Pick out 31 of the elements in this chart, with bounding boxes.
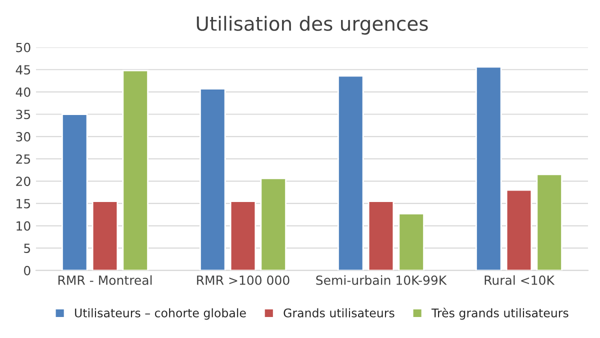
y-tick-label: 50 [16,42,30,52]
bar [536,174,562,270]
bar [62,114,88,270]
x-tick-label: Rural <10K [484,275,555,285]
bar [506,189,532,270]
bar [230,200,256,270]
y-tick-label: 0 [24,266,30,276]
y-tick-label: 20 [16,176,30,186]
bar [260,178,286,270]
chart-title: Utilisation des urgences [196,16,428,35]
y-tick-label: 15 [16,199,30,208]
y-tick-label: 30 [16,132,30,142]
legend-label: Utilisateurs – cohorte globale [75,308,246,320]
x-tick-label: Semi-urbain 10K-99K [316,275,447,285]
legend-label: Très grands utilisateurs [431,308,568,320]
bar [368,200,394,270]
bar [476,66,502,270]
bar [92,200,118,270]
bar [200,88,226,270]
y-tick-label: 40 [16,87,30,97]
y-tick-label: 10 [16,221,30,231]
x-tick-label: RMR >100 000 [197,275,290,285]
bar [398,213,424,270]
y-tick-label: 25 [16,154,30,164]
legend-label: Grands utilisateurs [284,308,394,318]
y-tick-label: 35 [16,110,30,120]
bar [338,75,364,270]
y-tick-label: 45 [16,65,30,75]
x-tick-label: RMR - Montreal [58,275,152,285]
bar [122,70,148,270]
y-tick-label: 5 [24,244,30,254]
